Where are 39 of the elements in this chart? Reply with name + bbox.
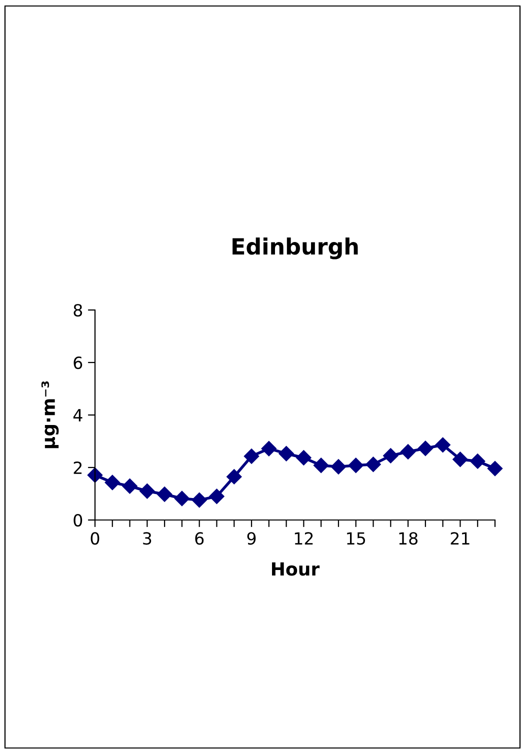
x-tick-label: 0 bbox=[90, 532, 100, 545]
point bbox=[104, 474, 120, 490]
point bbox=[296, 450, 312, 466]
y-axis-title: µg·m⁻³ bbox=[41, 381, 59, 448]
x-tick-label: 21 bbox=[450, 532, 470, 544]
point bbox=[140, 484, 155, 499]
point bbox=[156, 486, 172, 502]
chart-title: Edinburgh bbox=[232, 238, 358, 260]
point bbox=[418, 440, 434, 456]
point bbox=[174, 490, 190, 506]
x-tick-label: 18 bbox=[399, 532, 418, 545]
x-tick-label: 9 bbox=[247, 532, 256, 545]
point bbox=[366, 456, 381, 472]
point bbox=[452, 452, 468, 467]
point bbox=[330, 459, 346, 474]
point bbox=[192, 492, 207, 508]
x-axis-title: Hour bbox=[272, 562, 320, 576]
point bbox=[435, 437, 450, 452]
point bbox=[400, 444, 416, 460]
point bbox=[487, 460, 503, 476]
y-tick-label: 8 bbox=[74, 304, 82, 317]
point bbox=[244, 448, 260, 464]
point bbox=[470, 454, 486, 469]
y-tick-label: 4 bbox=[73, 409, 82, 422]
point bbox=[383, 448, 398, 464]
point bbox=[278, 446, 294, 462]
y-tick-label: 6 bbox=[74, 356, 82, 370]
point bbox=[226, 469, 242, 484]
point bbox=[261, 441, 276, 456]
point bbox=[314, 458, 329, 473]
x-tick-label: 12 bbox=[294, 532, 313, 544]
point bbox=[122, 478, 138, 494]
x-tick-label: 15 bbox=[347, 532, 366, 545]
x-tick-label: 6 bbox=[195, 532, 204, 545]
point bbox=[209, 488, 224, 504]
y-tick-label: 2 bbox=[74, 461, 82, 474]
y-tick-label: 0 bbox=[74, 514, 82, 527]
x-tick-label: 3 bbox=[143, 532, 152, 545]
point bbox=[348, 458, 364, 473]
